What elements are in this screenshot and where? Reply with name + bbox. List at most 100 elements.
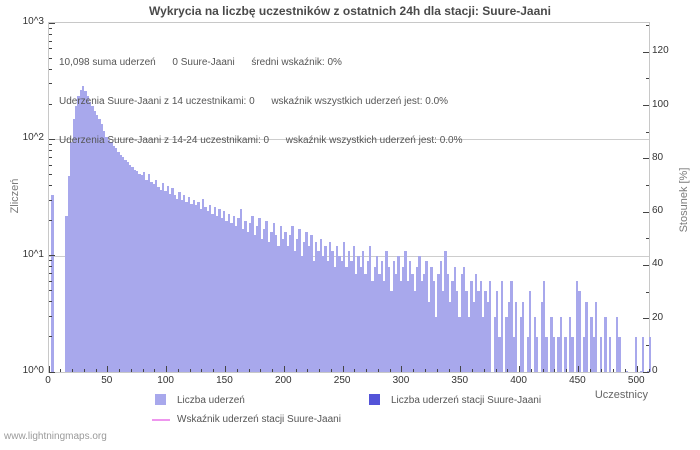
histogram-bar	[352, 246, 355, 372]
histogram-bar	[244, 220, 247, 372]
histogram-bar	[641, 336, 645, 372]
histogram-bar	[594, 301, 598, 372]
y-minor-tick	[49, 33, 52, 35]
x-minor-tick	[566, 369, 568, 372]
histogram-bar	[420, 281, 424, 372]
histogram-bar	[251, 215, 254, 372]
histogram-bar	[550, 316, 553, 372]
x-minor-tick	[177, 369, 179, 372]
histogram-bar	[434, 316, 438, 372]
y-minor-tick	[49, 164, 52, 166]
histogram-bar	[397, 255, 400, 372]
y-minor-tick	[49, 83, 52, 85]
y2-minor-tick	[646, 291, 649, 293]
x-tick-label: 350	[451, 375, 469, 386]
histogram-bar	[345, 266, 348, 372]
histogram-bar	[258, 218, 261, 372]
histogram-bar	[284, 231, 287, 372]
histogram-bar	[206, 211, 209, 372]
y-minor-tick	[49, 290, 52, 292]
x-tick-label: 400	[510, 375, 527, 386]
histogram-bar	[291, 225, 294, 372]
histogram-bar	[293, 250, 297, 372]
histogram-bar	[300, 255, 304, 372]
histogram-bar	[107, 140, 111, 372]
histogram-bar	[187, 196, 191, 372]
x-tick-label: 150	[216, 375, 233, 386]
histogram-bar	[159, 189, 162, 372]
x-minor-tick	[72, 369, 74, 372]
x-minor-tick	[272, 369, 274, 372]
histogram-bar	[514, 301, 518, 372]
histogram-bar	[84, 90, 87, 372]
y-minor-tick	[49, 185, 52, 187]
histogram-bar	[427, 301, 431, 372]
x-tick-label: 50	[101, 375, 113, 386]
histogram-bar	[110, 142, 113, 372]
x-minor-tick	[354, 369, 356, 372]
y-tick-label: 10^2	[22, 132, 44, 144]
histogram-bar	[72, 118, 75, 372]
x-minor-tick	[95, 369, 97, 372]
histogram-bar	[105, 136, 108, 372]
histogram-bar	[505, 316, 508, 372]
x-minor-tick	[554, 369, 556, 372]
histogram-bar	[77, 96, 80, 372]
histogram-bar	[281, 238, 285, 372]
histogram-bar	[340, 261, 344, 372]
histogram-bar	[383, 281, 386, 372]
y2-major-tick	[643, 371, 649, 373]
x-minor-tick	[295, 369, 297, 372]
y-minor-tick	[49, 260, 52, 262]
histogram-bar	[265, 220, 268, 372]
histogram-bar	[583, 336, 586, 372]
histogram-bar	[119, 154, 122, 372]
histogram-bar	[161, 183, 165, 372]
histogram-bar	[599, 336, 602, 372]
histogram-bar	[404, 250, 407, 372]
histogram-bar	[93, 111, 97, 372]
x-tick-label: 450	[569, 375, 586, 386]
histogram-bar	[380, 261, 384, 372]
histogram-bar	[86, 95, 89, 372]
x-major-tick	[342, 366, 344, 372]
histogram-bar	[267, 242, 271, 372]
x-minor-tick	[366, 369, 368, 372]
histogram-bar	[173, 195, 177, 372]
histogram-bar	[138, 174, 141, 372]
histogram-bar	[65, 215, 68, 372]
histogram-bar	[260, 238, 264, 372]
x-minor-tick	[483, 369, 485, 372]
histogram-bar	[441, 290, 445, 372]
x-tick-label: 250	[333, 375, 351, 386]
histogram-bar	[81, 86, 85, 372]
y2-major-tick	[643, 105, 649, 107]
histogram-bar	[274, 235, 278, 372]
histogram-bar	[157, 186, 160, 372]
histogram-bar	[143, 172, 146, 372]
x-minor-tick	[119, 369, 121, 372]
histogram-bar	[392, 261, 395, 372]
histogram-bar	[145, 179, 148, 372]
histogram-bar	[314, 242, 318, 372]
legend-label: Liczba uderzeń	[177, 395, 245, 406]
histogram-bar	[529, 290, 532, 372]
histogram-bar	[319, 238, 322, 372]
histogram-bar	[286, 246, 289, 372]
histogram-bar	[114, 148, 118, 372]
x-major-tick	[48, 366, 50, 372]
histogram-bar	[89, 101, 92, 372]
histogram-bar	[270, 231, 273, 372]
histogram-bar	[136, 171, 139, 372]
strikes-swatch-icon	[155, 394, 166, 405]
histogram-bar	[446, 273, 449, 372]
stats-annotation: 10,098 suma uderzeń 0 Suure-Jaani średni…	[59, 30, 463, 173]
stats-line-14: Uderzenia Suure-Jaani z 14 uczestnikami:…	[59, 96, 449, 107]
x-major-tick	[224, 366, 226, 372]
histogram-bar	[263, 228, 266, 372]
x-tick-label: 0	[45, 375, 51, 386]
histogram-bar	[152, 184, 155, 372]
x-minor-tick	[448, 369, 450, 372]
y2-minor-tick	[646, 131, 649, 133]
